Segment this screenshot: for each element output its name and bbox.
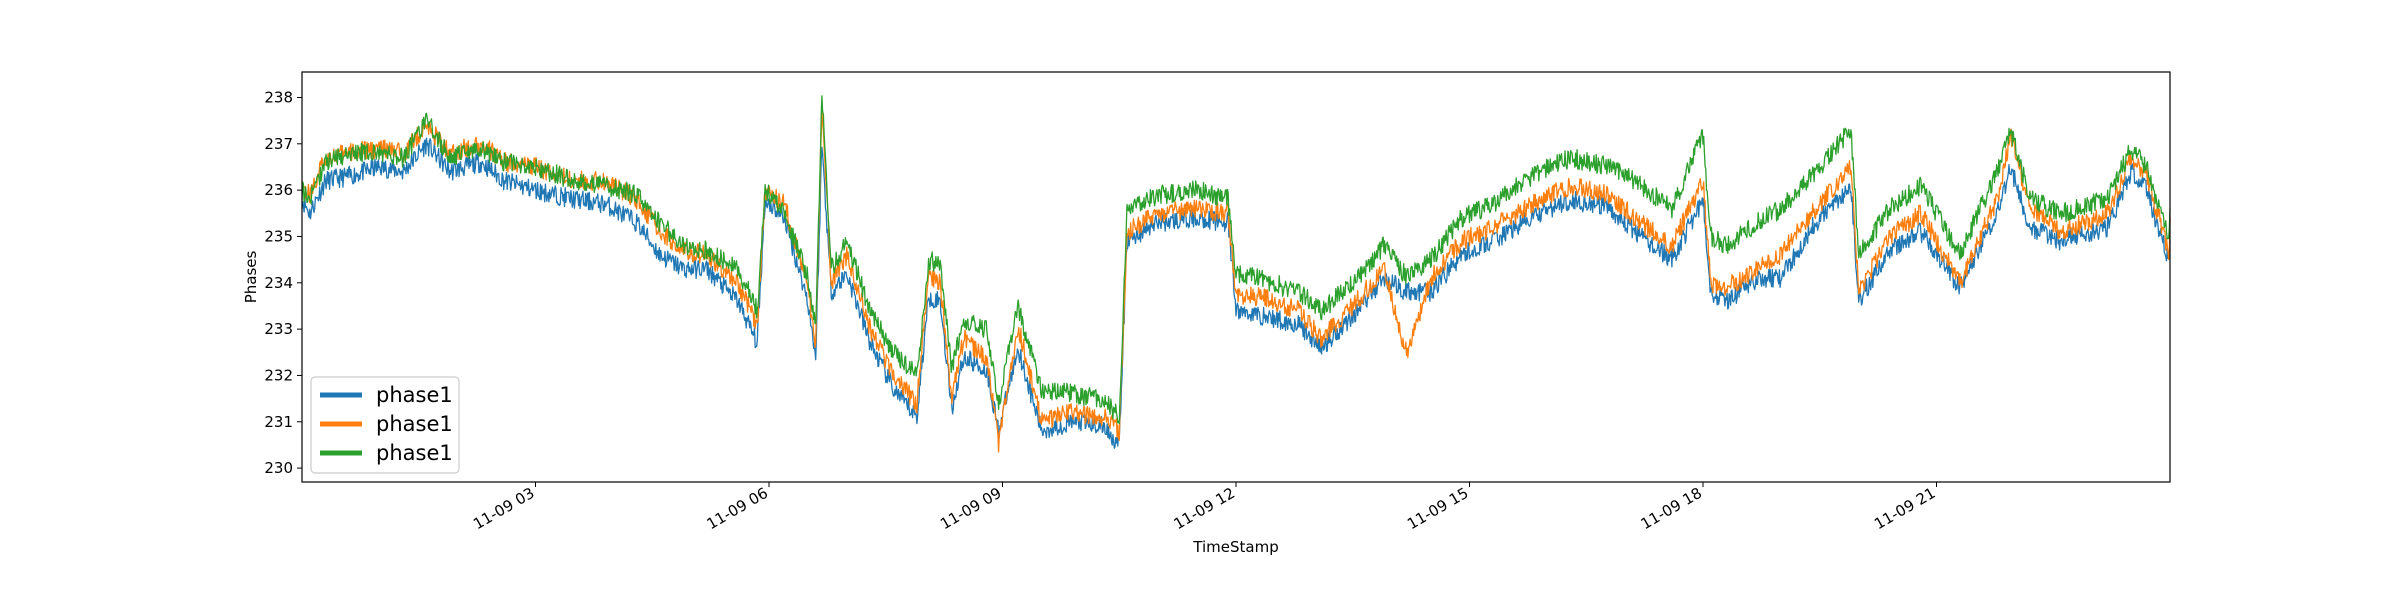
y-tick-label: 230 [264, 459, 293, 477]
legend: phase1 phase1 phase1 [310, 376, 460, 474]
series-line-1 [301, 137, 2171, 449]
x-axis-label: TimeStamp [1192, 538, 1278, 556]
y-tick-label: 238 [264, 88, 293, 106]
series-layer [301, 95, 2171, 453]
y-tick-label: 232 [264, 366, 293, 384]
y-tick-label: 235 [264, 227, 293, 245]
y-tick-label: 234 [264, 274, 293, 292]
legend-box [310, 376, 460, 474]
legend-label-1: phase1 [376, 383, 453, 407]
legend-label-3: phase1 [376, 441, 453, 465]
y-tick-label: 233 [264, 320, 293, 338]
series-line-3 [301, 95, 2171, 425]
y-tick-label: 237 [264, 135, 293, 153]
y-axis: 230 231 232 233 234 235 236 237 238 [264, 88, 302, 477]
y-tick-label: 231 [264, 413, 293, 431]
series-line-2 [301, 109, 2171, 453]
y-axis-label: Phases [242, 251, 260, 304]
y-tick-label: 236 [264, 181, 293, 199]
legend-label-2: phase1 [376, 412, 453, 436]
